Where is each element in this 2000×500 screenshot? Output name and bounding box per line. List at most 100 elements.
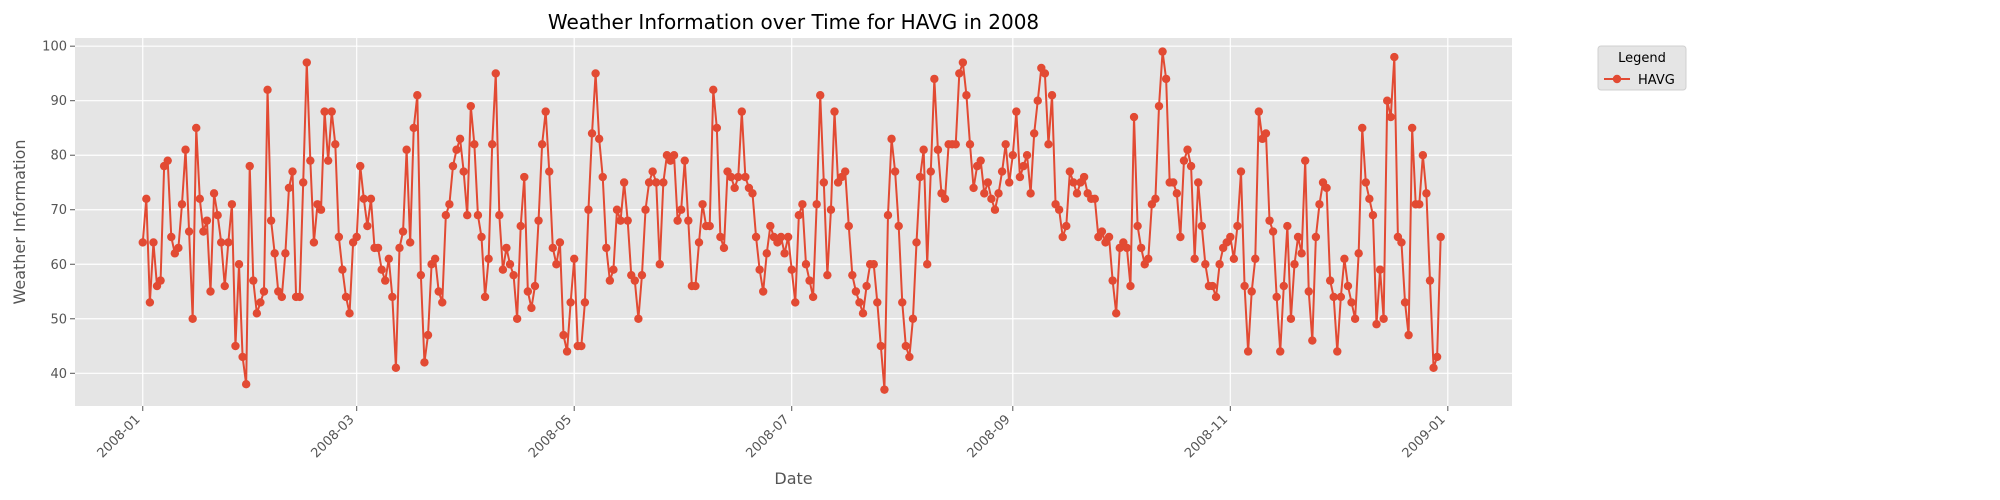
data-point [1436,232,1445,242]
data-point [1012,107,1021,116]
data-point [1201,260,1210,269]
data-point [523,287,533,296]
data-point [694,238,704,247]
x-tick-label: 2009-01 [1400,412,1449,461]
y-tick-label: 80 [50,149,67,164]
data-point [491,69,500,78]
data-point [1136,243,1146,253]
data-point [1358,123,1367,133]
data-point [676,205,686,214]
data-point [734,172,743,182]
data-point [438,298,447,307]
data-point [958,58,968,67]
data-point [630,276,640,285]
data-point [1072,189,1082,198]
data-point [1425,276,1435,285]
data-point [149,238,158,247]
data-point [167,232,176,242]
legend-marker-havg [1612,74,1622,84]
data-point [751,232,761,242]
data-point [1226,232,1235,242]
data-point [470,140,479,149]
y-tick-label: 90 [50,94,67,109]
data-point [195,194,204,204]
data-point [1247,287,1256,296]
data-point [473,210,483,220]
data-point [1112,309,1121,318]
data-point [487,140,497,149]
data-point [217,238,226,247]
x-tick-label: 2008-11 [1182,412,1231,461]
data-point [726,172,736,182]
data-point [1308,336,1317,345]
x-tick-label: 2008-01 [95,412,144,461]
data-point [698,200,707,209]
data-point [680,156,689,165]
x-tick-label: 2008-09 [965,412,1014,461]
data-point [498,265,508,274]
data-point [1194,178,1203,187]
data-point [537,140,547,149]
data-point [623,216,632,225]
data-point [352,232,361,242]
data-point [1008,151,1017,160]
data-point [580,298,590,307]
data-point [1090,194,1100,204]
data-point [926,167,935,176]
data-point [1300,156,1310,165]
data-point [516,221,525,231]
data-point [552,260,561,269]
data-point [566,298,575,307]
data-point [691,281,700,291]
data-point [249,276,258,285]
data-point [270,249,279,258]
plot-background [75,38,1512,406]
data-point [816,91,825,100]
data-point [1151,194,1160,204]
data-point [1040,69,1050,78]
data-point [644,178,654,187]
data-point [1186,161,1196,171]
data-point [1197,221,1206,231]
data-point [851,287,861,296]
data-point [634,314,643,323]
data-point [1404,330,1413,340]
data-point [1026,189,1035,198]
data-point [1268,227,1278,236]
data-point [1047,91,1057,100]
data-point [1054,205,1064,214]
data-point [338,265,347,274]
data-point [527,303,536,313]
data-point [1243,347,1253,356]
data-point [256,298,265,307]
data-point [363,221,372,231]
data-point [466,101,475,111]
data-point [1418,151,1428,160]
data-point [1415,200,1424,209]
data-point [669,151,679,160]
series-points-havg [138,47,1445,394]
data-point [823,270,832,280]
data-point [873,298,882,307]
data-point [231,341,240,351]
data-point [594,134,604,144]
data-point [955,69,964,78]
data-point [334,232,344,242]
data-point [1104,232,1114,242]
data-point [855,298,864,307]
data-point [798,200,807,209]
data-point [366,194,376,204]
data-point [512,314,522,323]
x-tick-label: 2008-03 [309,412,358,461]
data-point [1133,221,1142,231]
data-point [591,69,600,78]
data-point [869,260,878,269]
data-point [1368,210,1378,220]
data-point [252,309,262,318]
data-point [980,189,989,198]
data-point [1179,156,1189,165]
data-point [1183,145,1192,154]
data-point [395,243,404,253]
